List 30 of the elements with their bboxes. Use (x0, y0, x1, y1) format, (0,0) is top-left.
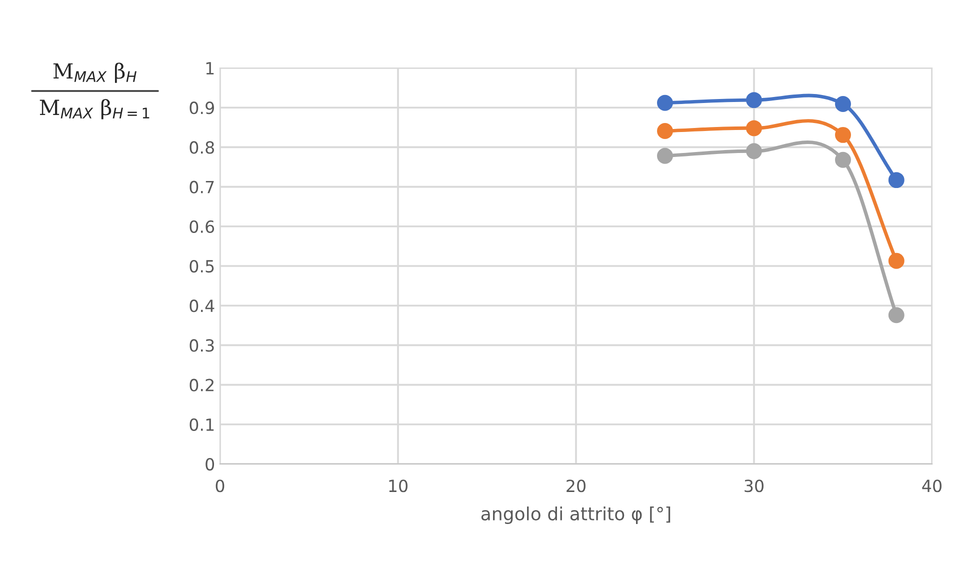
text: M$_{MAX}$ β$_{H}$ M$_{MAX}$ β$_{H=1}$ (40, 62, 150, 120)
point (888, 172, 904, 188)
y-tick-label: 0.7 (190, 180, 214, 194)
point (657, 122, 673, 139)
y-tick-label: 0.9 (190, 102, 214, 114)
y-tick-label: 0 (206, 458, 214, 471)
point (835, 126, 851, 143)
point (888, 252, 904, 269)
point (657, 148, 673, 164)
point (835, 96, 851, 112)
point (835, 152, 851, 168)
y-tick-label: 0.8 (190, 141, 214, 154)
point (746, 120, 762, 136)
x-tick-label: 30 (744, 480, 764, 492)
x-axis-title: angolo di attrito φ [°] (481, 506, 670, 524)
y-tick-label: 0.5 (190, 260, 214, 273)
y-tick-label: 0.3 (190, 339, 214, 352)
point (657, 94, 673, 111)
x-tick-label: 10 (389, 480, 408, 492)
y-tick-label: 0.1 (190, 418, 214, 431)
y-tick-label: 0.6 (190, 220, 214, 233)
point (746, 92, 762, 108)
x-tick-label: 0 (216, 480, 224, 492)
point (888, 307, 904, 324)
x-tick-label: 40 (922, 480, 942, 492)
y-tick-label: 1 (206, 62, 214, 74)
y-tick-label: 0.4 (190, 300, 214, 312)
x-tick-label: 20 (566, 480, 586, 492)
y-tick-label: 0.2 (190, 378, 214, 392)
point (746, 143, 762, 160)
